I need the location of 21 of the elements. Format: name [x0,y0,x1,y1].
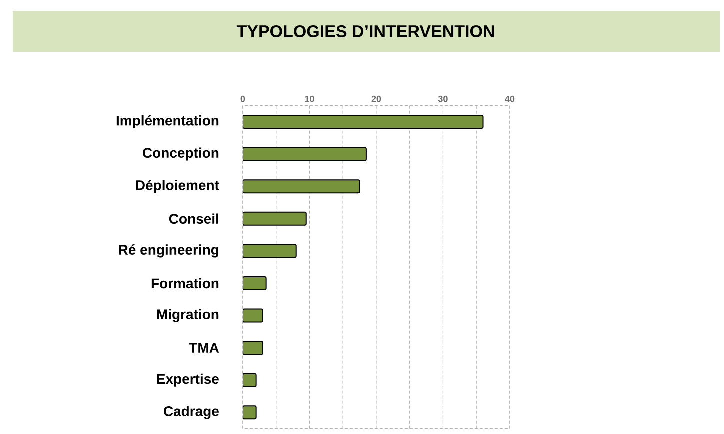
bar [242,244,297,258]
bar [242,180,360,194]
x-tick-label: 40 [505,96,515,102]
y-tick-label: Conseil [169,214,218,224]
x-tick-label: 10 [305,96,314,102]
y-tick-label: Formation [152,278,219,289]
bar [242,212,307,226]
y-tick-label: Ré engineering [119,244,218,258]
y-tick-label: Implémentation [116,115,219,129]
y-tick-label: Cadrage [164,406,219,420]
bar [242,147,367,162]
y-tick-label: Migration [157,309,219,322]
y-tick-label: Expertise [157,374,219,387]
chart-title: TYPOLOGIES D’INTERVENTION [236,25,494,38]
y-tick-label: Conception [143,148,219,161]
x-tick-label: 20 [372,96,382,102]
bar [242,114,484,129]
y-tick-label: TMA [189,343,220,353]
x-tick-label: 0 [240,96,246,102]
x-tick-label: 30 [438,96,448,102]
y-tick-label: Déploiement [136,180,220,194]
